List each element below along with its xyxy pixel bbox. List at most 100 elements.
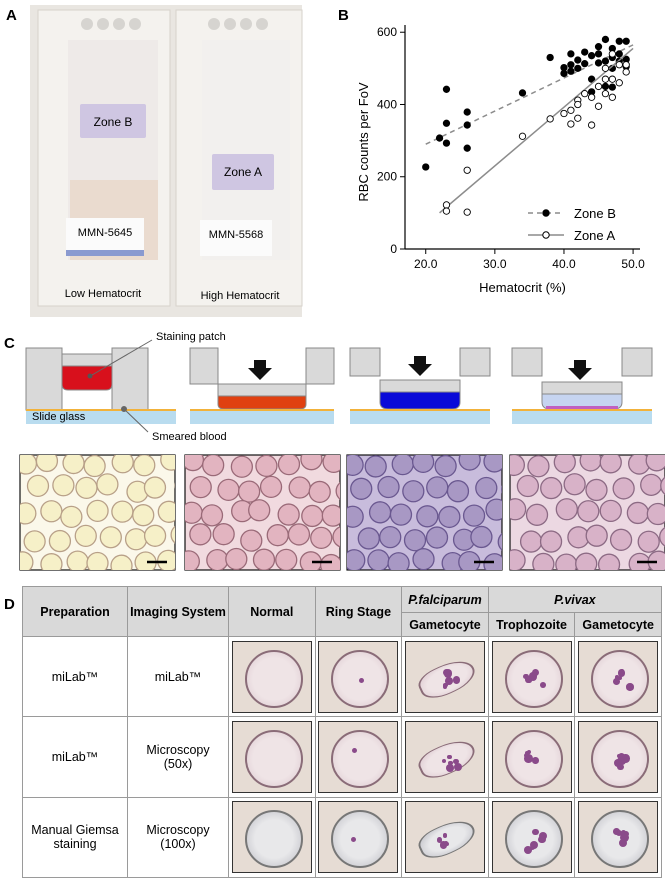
micrographs [19,454,665,571]
rbc [411,455,435,474]
parasite [532,828,539,835]
cells [185,455,340,570]
micrograph [491,640,572,713]
x-tick-label: 50.0 [621,257,645,271]
y-tick-label: 0 [390,242,397,256]
header-cell: Preparation [22,586,128,637]
parasite [446,764,454,773]
rbc [332,526,340,548]
parasite [532,668,540,676]
rbc [335,482,340,500]
slide-caption: High Hematocrit [201,290,280,302]
cell-text: Microscopy (50x) [146,742,210,771]
data-point [518,132,527,140]
rbc [379,525,402,549]
rbc [599,455,622,474]
parasite [447,754,452,759]
rbc [377,475,400,499]
rbc [255,455,278,478]
rbc [170,525,175,544]
data-point [594,43,603,51]
header-cell: Gametocyte [401,612,489,637]
parasite [351,837,357,843]
data-point [594,50,603,58]
rbc [389,503,413,526]
rbc [143,524,167,547]
rbc [367,549,390,570]
data-point [435,134,444,142]
rbc [26,474,50,498]
rbc [585,524,608,547]
legend-marker [542,209,550,217]
cell: miLab™ [22,716,128,798]
rbc [185,550,200,570]
rbc [185,501,203,524]
data-point [601,75,610,83]
rbc [357,527,380,550]
rbc [111,500,134,523]
micrograph [491,720,572,793]
rbc [225,547,248,570]
rbc [364,455,387,478]
rbc [86,499,109,523]
data-point [622,61,630,69]
rbc [200,504,224,527]
image-cell [228,716,316,798]
parasite [453,758,459,765]
rbc [403,529,427,552]
rbc [301,504,324,528]
y-tick-label: 200 [377,170,397,184]
rbc [266,524,289,547]
data-point [587,93,596,101]
data-point [581,89,589,98]
rbc [189,475,212,499]
data-point [574,64,582,73]
rbc [347,549,366,570]
rbc [40,500,63,523]
rbc [504,810,563,869]
rbc [597,553,621,570]
rbc [519,530,543,553]
rbc [579,455,602,472]
rbc [426,476,449,499]
rbc [300,455,323,471]
parasite [442,684,448,689]
data-point [622,68,630,76]
data-point [567,106,575,114]
rbc [626,501,650,525]
rbc [259,475,283,499]
rbc [434,455,457,478]
micrograph [231,640,312,713]
header-cell: Normal [228,586,316,637]
rbc [75,476,98,500]
parasite [524,845,532,854]
rbc [40,553,63,570]
rbc [244,729,303,788]
rbc [35,455,59,473]
rbc [308,480,331,504]
zone-label: Zone A [224,165,262,179]
rbc [416,505,439,528]
rbc [525,503,549,526]
data-point [574,56,582,64]
rbc [244,649,303,708]
header-cell: Ring Stage [314,586,403,637]
data-point [601,82,610,91]
parasite [452,675,461,684]
parasite [444,841,449,846]
parasite [526,677,533,683]
callout-label: Smeared blood [152,431,227,443]
rbc [660,476,665,496]
data-point [587,52,596,60]
data-point [574,114,582,122]
data-point [608,83,617,91]
image-cell [574,635,662,718]
rbc [645,455,665,472]
rbc [248,499,271,522]
rbc [391,455,414,476]
image-cell [314,796,403,879]
rbc [288,476,311,499]
cell-text: Microscopy (100x) [146,823,210,852]
x-tick-label: 30.0 [483,257,507,271]
